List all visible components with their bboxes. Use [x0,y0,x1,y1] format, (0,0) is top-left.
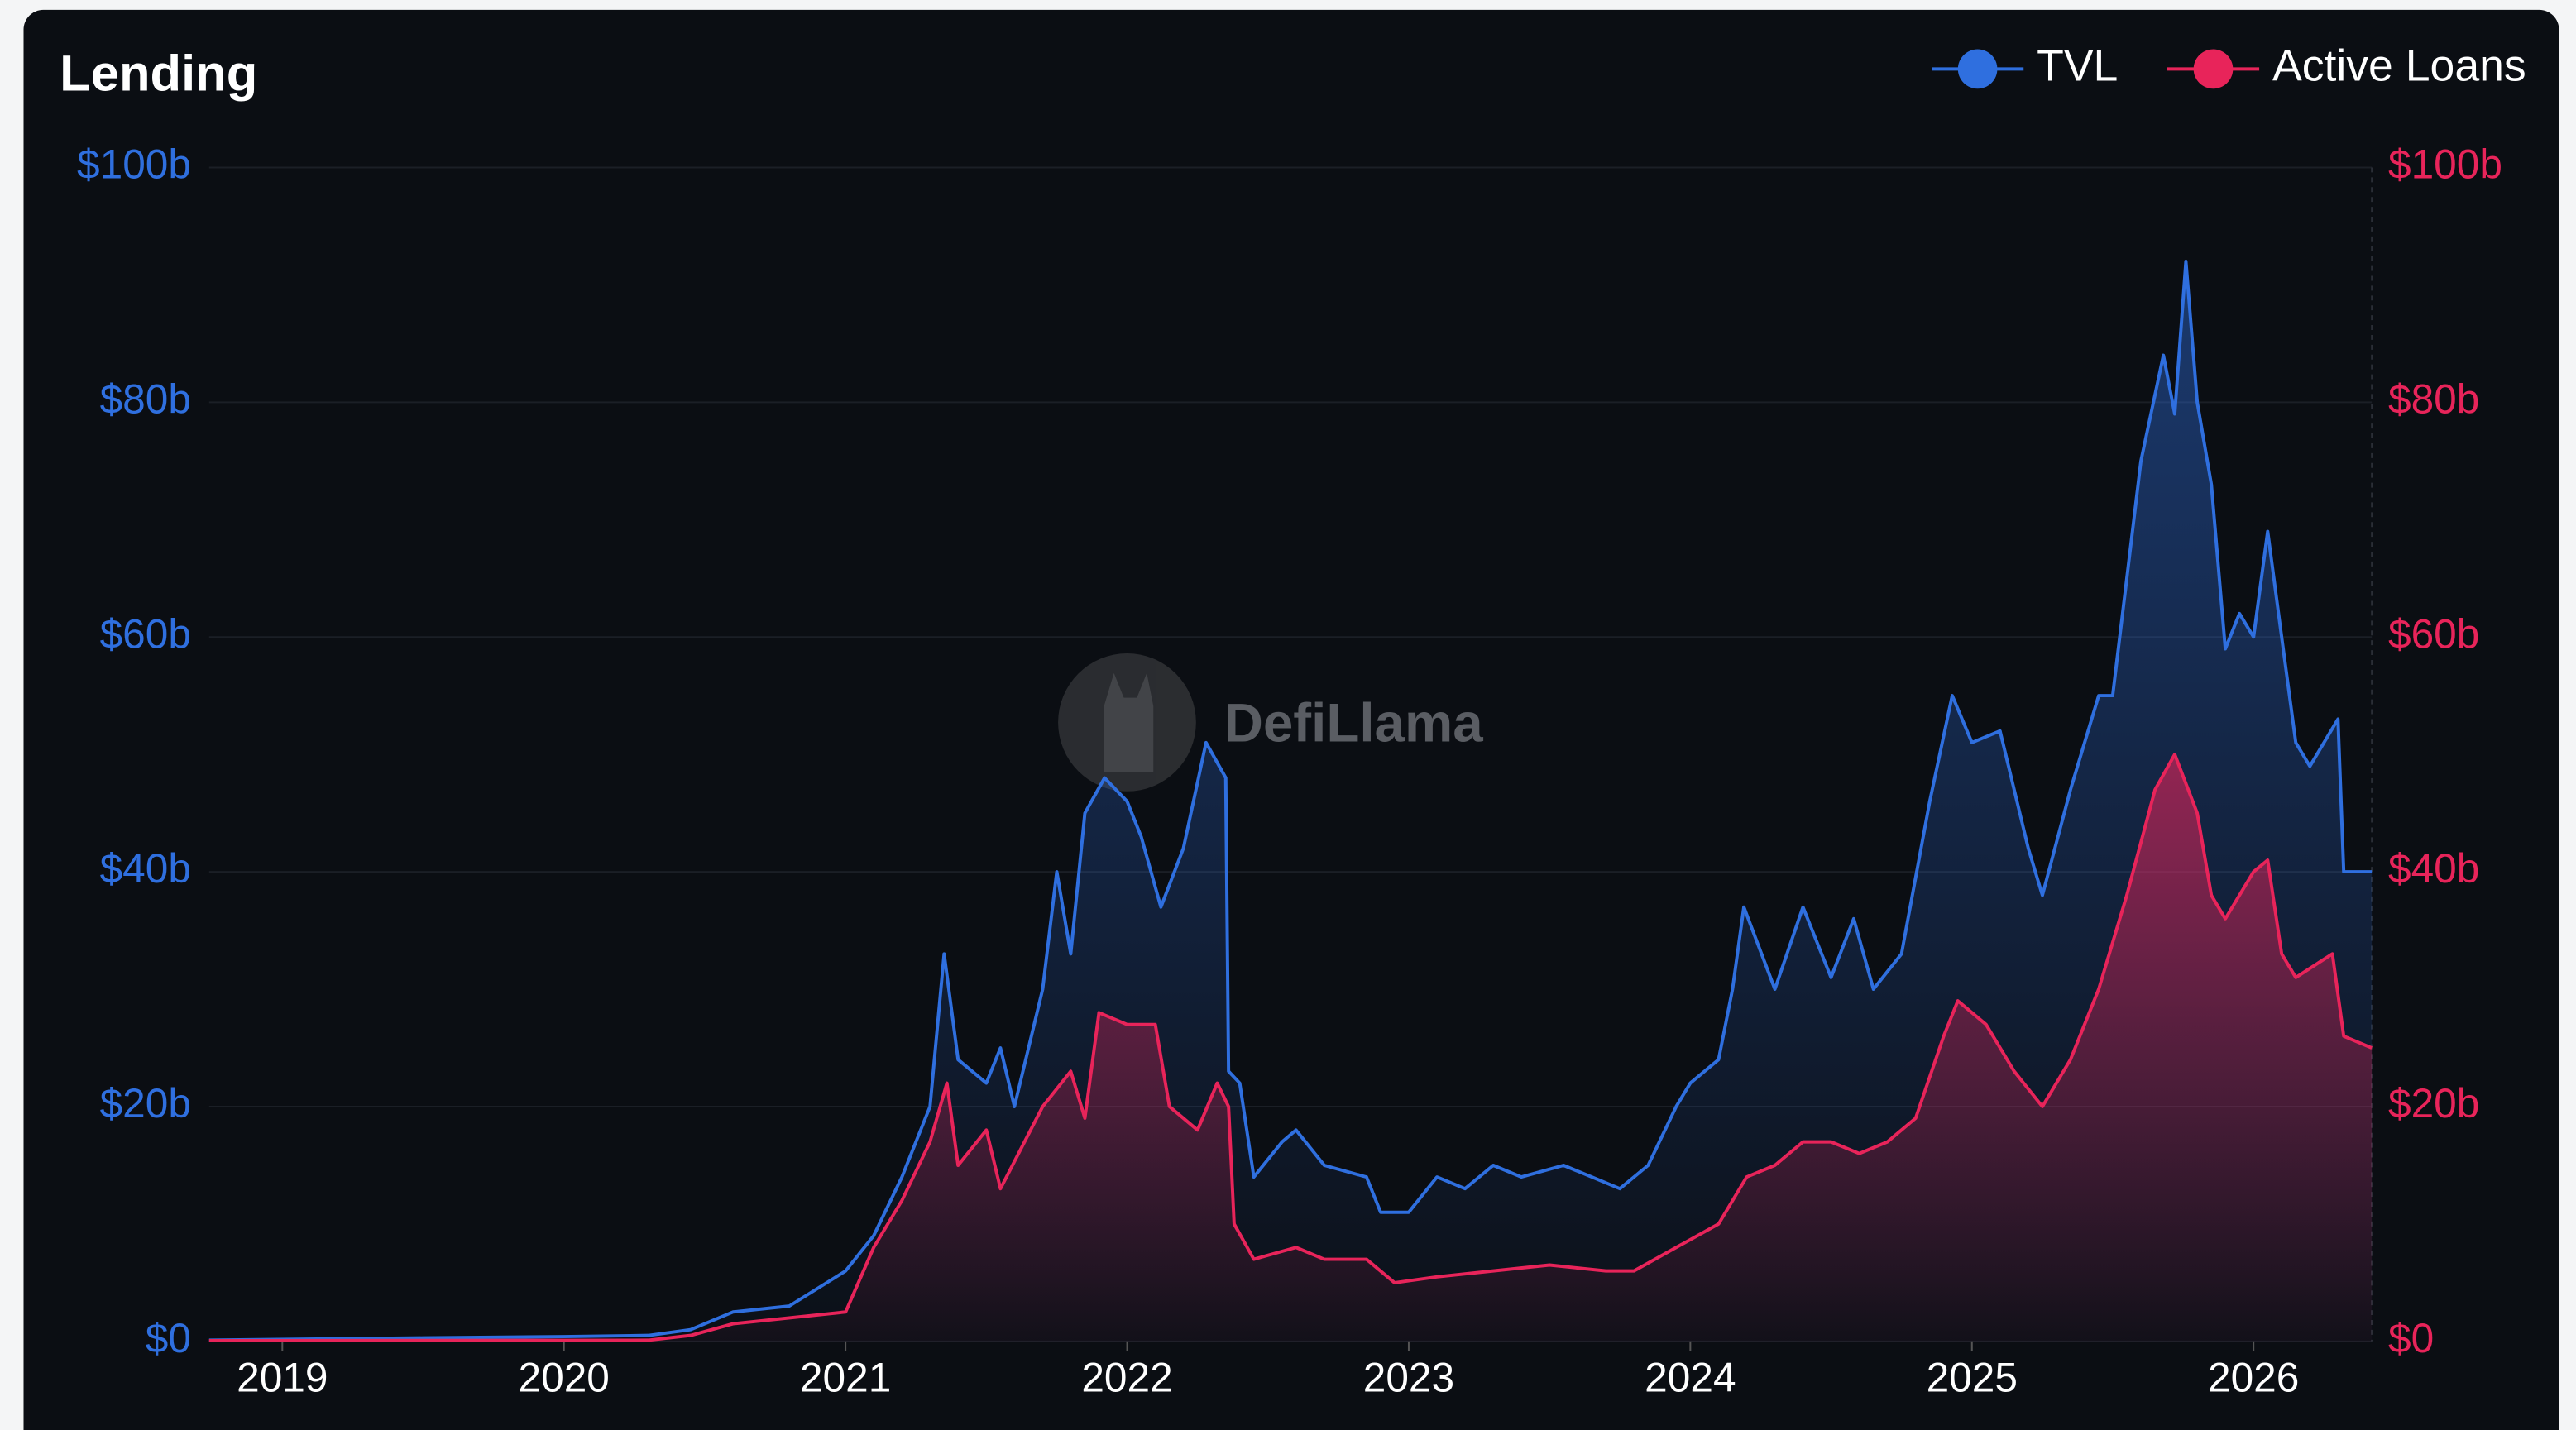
y2-tick-label: $0 [2388,1315,2434,1361]
y2-tick-label: $60b [2388,610,2479,657]
y2-tick-label: $20b [2388,1080,2479,1126]
series-line [208,260,2373,1342]
legend-marker [2193,49,2234,89]
y2-tick-label: $80b [2388,375,2479,422]
x-tick-label: 2026 [2208,1355,2299,1401]
y-tick-label: $0 [146,1315,191,1361]
x-tick-label: 2022 [1081,1355,1172,1401]
chart-title: Lending [60,45,257,103]
x-tick-label: 2019 [237,1355,328,1401]
x-tick-label: 2024 [1645,1355,1736,1401]
area [208,261,2373,1342]
x-tick-label: 2023 [1363,1355,1454,1401]
x-tick-label: 2020 [519,1355,610,1401]
x-tick-label: 2021 [800,1355,891,1401]
legend-label: TVL [2037,41,2118,91]
series-line [208,753,2373,1342]
watermark-logo [1058,653,1196,792]
legend-label: Active Loans [2272,41,2526,91]
area [208,754,2373,1342]
y2-tick-label: $100b [2388,141,2502,188]
y-tick-label: $100b [77,141,191,188]
y-tick-label: $20b [100,1080,191,1126]
y2-tick-label: $40b [2388,845,2479,892]
legend-marker [1957,49,1998,89]
x-tick-label: 2025 [1927,1355,2018,1401]
y-tick-label: $80b [100,375,191,422]
y-tick-label: $40b [100,845,191,892]
y-tick-label: $60b [100,610,191,657]
watermark: DefiLlama [1224,693,1484,753]
